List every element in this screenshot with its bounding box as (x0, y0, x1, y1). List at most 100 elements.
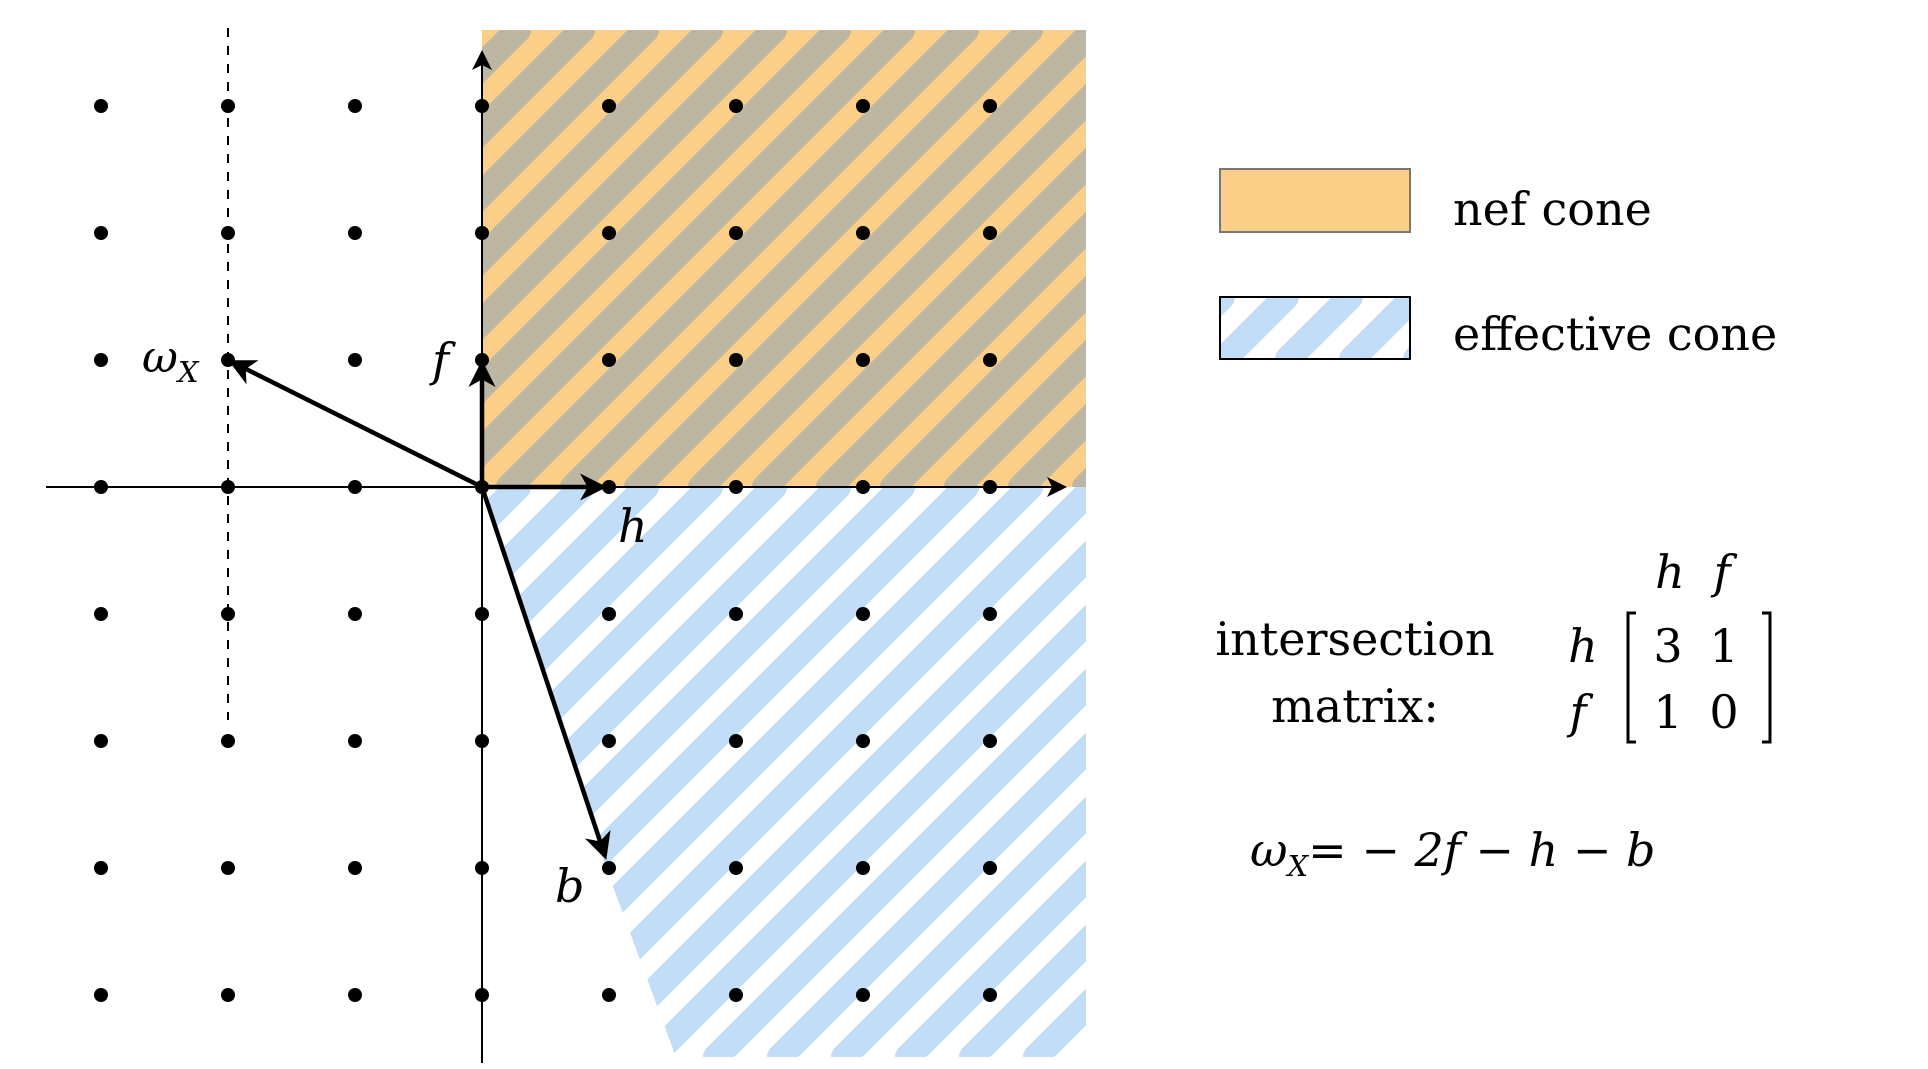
lattice-dot (348, 861, 362, 875)
nef-stripe (482, 30, 659, 213)
legend-effective-stripe (1220, 297, 1299, 359)
effective-stripe (0, 487, 134, 1057)
lattice-dot (348, 353, 362, 367)
lattice-dot (729, 99, 743, 113)
legend-effective-stripes (1096, 297, 1410, 359)
nef-stripe (688, 83, 1086, 487)
effective-stripe (482, 487, 659, 1057)
effective-stripe (0, 487, 70, 1057)
matrix-row-header-h: h (1568, 619, 1598, 673)
equation-omega: ω (1250, 823, 1288, 877)
matrix-cell-fh: 1 (1653, 685, 1682, 739)
nef-stripe (1008, 403, 1086, 487)
nef-stripe (1533, 30, 1928, 487)
legend-effective-stripe (1096, 297, 1158, 359)
effective-stripe (1548, 487, 1928, 1057)
nef-stripe (0, 30, 134, 487)
b-label: b (555, 859, 584, 913)
lattice-dot (856, 226, 870, 240)
nef-stripe (1597, 30, 1928, 487)
nef-stripe (0, 30, 6, 487)
nef-stripe (1469, 30, 1926, 487)
lattice-dot (856, 607, 870, 621)
lattice-dot (94, 99, 108, 113)
nef-stripe (482, 30, 787, 341)
matrix-col-header-h: h (1655, 545, 1685, 599)
nef-stripe (482, 30, 531, 85)
lattice-dot (475, 734, 489, 748)
h-label: h (618, 499, 648, 553)
nef-stripe (624, 30, 1086, 487)
lattice-dot (602, 607, 616, 621)
lattice-dot (856, 861, 870, 875)
matrix-right-bracket (1762, 611, 1772, 744)
nef-stripe (1405, 30, 1862, 487)
nef-stripe (816, 211, 1086, 487)
effective-stripe (1356, 487, 1926, 1057)
nef-stripe (560, 30, 1043, 487)
omega-subscript: X (176, 355, 200, 389)
legend: nef cone effective cone (1096, 168, 1777, 361)
lattice-dot (348, 734, 362, 748)
effective-stripe (482, 487, 531, 1057)
effective-stripe (767, 487, 1086, 1057)
lattice-dot (729, 988, 743, 1002)
matrix-col-header-f: f (1710, 545, 1737, 599)
nef-stripe (1213, 30, 1670, 487)
lattice-dot (856, 353, 870, 367)
effective-stripe (482, 487, 723, 1057)
matrix-title-line2: matrix: (1271, 679, 1439, 733)
nef-stripe (496, 30, 979, 487)
lattice-dot (729, 861, 743, 875)
matrix-cell-hh: 3 (1653, 619, 1682, 673)
vectors (228, 359, 611, 860)
lattice-dot (856, 99, 870, 113)
matrix-left-bracket (1626, 611, 1636, 744)
lattice-dot (94, 226, 108, 240)
legend-effective-label: effective cone (1453, 307, 1777, 361)
nef-stripe (482, 30, 723, 277)
vector-b (479, 486, 611, 860)
effective-stripe (959, 487, 1086, 1057)
lattice-dot (221, 988, 235, 1002)
lattice-dot (729, 353, 743, 367)
nef-stripe (0, 30, 198, 487)
canonical-equation: ωX= − 2f − h − b (1250, 823, 1655, 883)
effective-stripe (0, 487, 198, 1057)
effective-stripe (1868, 487, 1928, 1057)
nef-stripe (1072, 467, 1086, 487)
lattice-dot (94, 607, 108, 621)
lattice-dot (729, 226, 743, 240)
lattice-dot (221, 99, 235, 113)
nef-stripe (0, 30, 454, 487)
lattice-dot (348, 99, 362, 113)
nef-cone-stripes (0, 30, 1928, 487)
effective-stripe (895, 487, 1086, 1057)
effective-stripe (482, 487, 595, 1057)
effective-stripe (703, 487, 1086, 1057)
nef-stripe (1341, 30, 1798, 487)
lattice-dot (602, 480, 616, 494)
nef-stripe (944, 339, 1086, 487)
nef-stripe (1917, 30, 1928, 487)
effective-stripe (482, 487, 915, 1057)
lattice-dot (475, 607, 489, 621)
nef-stripe (1789, 30, 1928, 487)
nef-stripe (0, 30, 262, 487)
lattice-dot (475, 861, 489, 875)
lattice-dot (221, 480, 235, 494)
effective-stripe (639, 487, 1086, 1057)
effective-stripe (1292, 487, 1862, 1057)
effective-cone-stripes (0, 487, 1928, 1057)
lattice-dot (348, 988, 362, 1002)
lattice-dot (983, 99, 997, 113)
lattice-dot (94, 734, 108, 748)
nef-stripe (1277, 30, 1734, 487)
nef-stripe (482, 30, 915, 469)
nef-stripe (1661, 30, 1928, 487)
lattice-dot (94, 353, 108, 367)
lattice-dot (94, 861, 108, 875)
nef-stripe (752, 147, 1086, 487)
effective-stripe (1740, 487, 1928, 1057)
